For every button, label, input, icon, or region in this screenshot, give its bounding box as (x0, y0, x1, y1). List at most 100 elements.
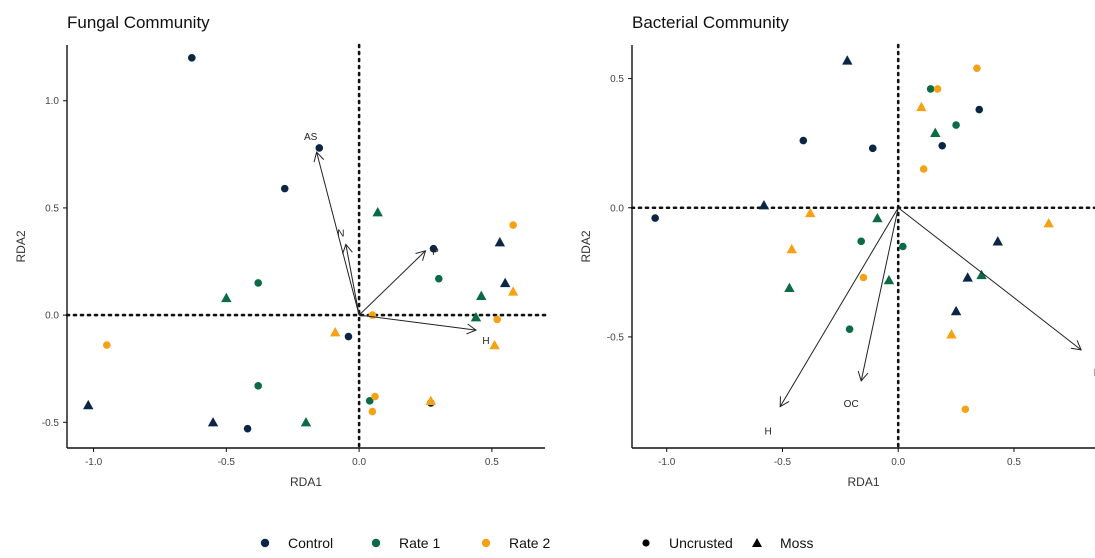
point-control-uncrusted (315, 144, 324, 152)
point-rate1-moss (476, 290, 487, 300)
point-control-moss (992, 236, 1003, 246)
point-rate2-uncrusted (933, 85, 942, 93)
x-tick-label: 0.5 (485, 457, 499, 468)
fungal-community-plot: Fungal Community -1.0 -0.5 0.0 0.5 -0.5 0.0 0.5… (14, 13, 547, 489)
point-rate2-moss (507, 286, 519, 296)
vector-h-arrow (359, 314, 477, 335)
x-tick-label: -0.5 (774, 457, 792, 468)
x-axis-label: RDA1 (290, 475, 322, 489)
point-rate2-moss (1043, 218, 1054, 228)
point-rate1-uncrusted (857, 237, 865, 246)
vector-label: H (765, 427, 772, 438)
point-control-moss (950, 305, 962, 316)
legend-shape-uncrusted (642, 539, 650, 547)
vector-oc-arrow (857, 207, 899, 382)
vector-label: H (482, 336, 489, 347)
point-rate2-moss (946, 329, 957, 339)
point-control-uncrusted (429, 244, 438, 253)
vector-as-arrow (313, 151, 360, 316)
point-rate1-moss (372, 207, 383, 217)
vector-n-arrow (342, 243, 360, 316)
legend-label-control: Control (288, 535, 333, 551)
legend-swatch-control (260, 538, 270, 548)
point-rate1-moss (221, 292, 232, 303)
point-control-uncrusted (188, 54, 196, 62)
point-rate1-uncrusted (365, 397, 374, 405)
point-rate2-moss (916, 101, 927, 112)
point-control-moss (83, 399, 94, 410)
x-tick-label: 0.5 (1007, 457, 1021, 468)
y-tick-label: -0.5 (607, 332, 625, 343)
y-axis-label: RDA2 (579, 230, 593, 262)
point-control-moss (494, 237, 506, 247)
vector-label: OC (844, 399, 859, 410)
vector-label: AS (304, 132, 318, 143)
point-rate1-uncrusted (899, 242, 907, 251)
point-rate2-uncrusted (493, 315, 502, 324)
point-control-uncrusted (651, 214, 659, 222)
y-tick-label: 0.0 (45, 311, 59, 322)
vector-p-arrow (358, 250, 427, 316)
chart-title: Bacterial Community (632, 13, 789, 32)
point-rate1-uncrusted (254, 279, 262, 287)
legend-label-moss: Moss (780, 535, 813, 551)
point-rate1-uncrusted (926, 85, 935, 93)
point-control-uncrusted (868, 144, 877, 153)
point-rate1-moss (976, 269, 987, 280)
legend-label-uncrusted: Uncrusted (669, 535, 733, 551)
vector-label: P (1094, 368, 1095, 379)
legend: Control Rate 1 Rate 2 Uncrusted Moss (260, 535, 813, 551)
point-control-moss (758, 199, 770, 210)
point-control-moss (962, 272, 973, 282)
point-rate1-uncrusted (952, 121, 960, 129)
point-rate1-uncrusted (845, 325, 854, 333)
point-rate1-moss (930, 127, 941, 137)
point-control-moss (207, 417, 219, 427)
point-rate1-moss (300, 417, 312, 427)
point-control-uncrusted (344, 332, 353, 341)
point-rate1-moss (784, 282, 795, 292)
point-rate2-moss (425, 395, 437, 406)
point-control-uncrusted (799, 136, 808, 145)
point-rate2-moss (786, 243, 797, 254)
y-tick-label: 0.5 (610, 74, 624, 85)
bacterial-community-plot: Bacterial Community -1.0 -0.5 0.0 0.5 -0.5 0.0… (579, 13, 1095, 489)
point-rate2-uncrusted (368, 407, 377, 416)
point-rate2-moss (489, 339, 500, 350)
legend-swatch-rate1 (371, 538, 381, 548)
point-control-uncrusted (975, 105, 984, 114)
legend-swatch-rate2 (481, 538, 491, 548)
point-control-uncrusted (243, 424, 252, 433)
point-control-uncrusted (938, 141, 947, 150)
point-rate2-moss (805, 207, 816, 218)
point-rate2-uncrusted (368, 311, 377, 319)
y-tick-label: 0.5 (45, 203, 59, 214)
y-tick-label: 0.0 (610, 203, 624, 214)
point-rate1-moss (470, 312, 482, 322)
point-rate2-uncrusted (509, 221, 517, 229)
y-tick-label: -0.5 (42, 418, 60, 429)
vector-h-arrow (779, 207, 899, 408)
point-rate2-moss (330, 327, 341, 337)
point-rate1-moss (883, 274, 895, 285)
point-rate2-uncrusted (103, 341, 111, 349)
y-tick-label: 1.0 (45, 96, 59, 107)
vector-label: P (432, 247, 439, 258)
x-tick-label: 0.0 (891, 457, 905, 468)
x-axis-label: RDA1 (847, 475, 879, 489)
vector-p-arrow (897, 207, 1082, 351)
point-rate1-moss (872, 212, 883, 223)
point-rate2-uncrusted (859, 273, 868, 282)
point-control-moss (842, 55, 853, 65)
point-rate2-uncrusted (919, 165, 928, 173)
point-rate1-uncrusted (434, 274, 443, 283)
legend-label-rate1: Rate 1 (399, 535, 440, 551)
point-rate2-uncrusted (371, 392, 379, 401)
x-tick-label: -0.5 (218, 457, 236, 468)
point-rate1-uncrusted (254, 382, 262, 390)
vector-label: N (337, 228, 344, 239)
chart-title: Fungal Community (67, 13, 210, 32)
point-control-moss (499, 277, 511, 288)
x-tick-label: 0.0 (352, 457, 366, 468)
